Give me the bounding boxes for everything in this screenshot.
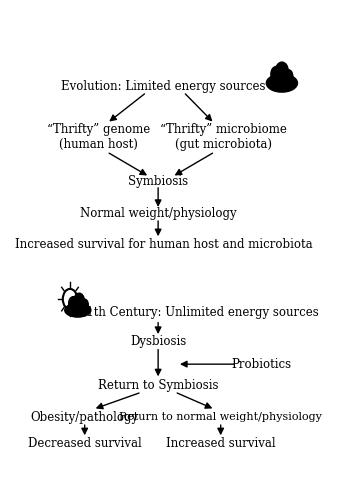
Ellipse shape bbox=[74, 293, 84, 308]
Ellipse shape bbox=[80, 299, 88, 310]
Text: Dysbiosis: Dysbiosis bbox=[130, 336, 186, 348]
Text: Increased survival for human host and microbiota: Increased survival for human host and mi… bbox=[15, 238, 312, 252]
Ellipse shape bbox=[284, 70, 293, 82]
Text: Evolution: Limited energy sources: Evolution: Limited energy sources bbox=[61, 80, 266, 94]
Text: Probiotics: Probiotics bbox=[231, 358, 292, 370]
Text: “Thrifty” microbiome
(gut microbiota): “Thrifty” microbiome (gut microbiota) bbox=[160, 123, 287, 151]
Text: Return to normal weight/physiology: Return to normal weight/physiology bbox=[119, 412, 322, 422]
Text: Normal weight/physiology: Normal weight/physiology bbox=[80, 208, 237, 220]
Ellipse shape bbox=[271, 66, 282, 82]
Text: “Thrifty” genome
(human host): “Thrifty” genome (human host) bbox=[47, 123, 150, 151]
Text: 21th Century: Unlimited energy sources: 21th Century: Unlimited energy sources bbox=[79, 306, 319, 318]
Ellipse shape bbox=[276, 62, 288, 80]
Text: Symbiosis: Symbiosis bbox=[128, 175, 188, 188]
Text: Return to Symbiosis: Return to Symbiosis bbox=[98, 379, 218, 392]
Text: Decreased survival: Decreased survival bbox=[28, 436, 141, 450]
Text: Increased survival: Increased survival bbox=[166, 436, 276, 450]
Ellipse shape bbox=[65, 303, 91, 317]
Text: Obesity/pathology: Obesity/pathology bbox=[31, 411, 139, 424]
Ellipse shape bbox=[69, 296, 78, 310]
Ellipse shape bbox=[266, 74, 297, 92]
